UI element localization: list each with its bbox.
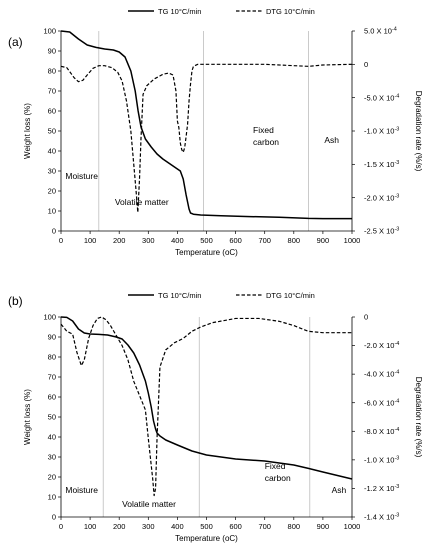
x-tick-label: 700 [258,236,271,245]
x-tick-label: 300 [142,236,155,245]
series-line-dtg [60,63,353,213]
region-annotation: Moisture [65,171,98,181]
y2-tick-label: -1.0 X 10-3 [364,455,399,464]
y2-tick-label: 0 [364,313,368,322]
y-tick-label: 60 [48,393,56,402]
region-annotation: Ash [332,485,347,495]
series-line-tg [60,30,352,220]
legend: TG 10°C/min DTG 10°C/min [128,291,315,300]
y2-tick-label: -1.0 X 10-3 [364,127,399,136]
region-annotation: Fixed [253,125,274,135]
y2-tick-label: -1.4 X 10-3 [364,513,399,522]
legend-entry: TG 10°C/min [158,291,201,300]
y-tick-label: 60 [48,107,56,116]
y-tick-label: 100 [43,27,56,36]
series-line-tg [60,316,353,480]
y-tick-label: 20 [48,187,56,196]
x-tick-label: 200 [113,522,126,531]
legend-entry: TG 10°C/min [158,7,201,16]
y2-tick-label: -6.0 X 10-4 [364,398,399,407]
x-tick-label: 700 [258,522,271,531]
y-tick-label: 90 [48,333,56,342]
y2-tick-label: -8.0 X 10-4 [364,427,399,436]
y2-axis-label: Degradation rate (%/s) [414,377,423,458]
x-tick-label: 300 [142,522,155,531]
y-axis-label: Weight loss (%) [23,103,32,159]
legend-entry: DTG 10°C/min [266,291,315,300]
region-annotation: carbon [253,137,279,147]
y-tick-label: 50 [48,413,56,422]
y-tick-label: 0 [52,227,56,236]
region-annotation: Volatile matter [115,197,169,207]
y-tick-label: 90 [48,47,56,56]
x-tick-label: 1000 [344,522,361,531]
y2-tick-label: -2.0 X 10-3 [364,193,399,202]
x-tick-label: 500 [200,522,213,531]
region-annotation: Fixed [265,461,286,471]
y-tick-label: 10 [48,493,56,502]
x-tick-label: 500 [200,236,213,245]
chart-panel-0: (a)0 100 200 300 400 500 600 700 800 900 100001020… [8,7,423,257]
y-tick-label: 100 [43,313,56,322]
region-annotation: carbon [265,473,291,483]
panel-label: (b) [8,294,23,308]
x-tick-label: 800 [288,522,301,531]
y2-tick-label: -2.0 X 10-4 [364,341,399,350]
y-tick-label: 30 [48,167,56,176]
series-line-dtg [60,316,352,497]
chart-panel-1: (b)0 100 200 300 400 500 600 700 800 900 100001020… [8,291,423,543]
y-tick-label: 30 [48,453,56,462]
x-tick-label: 0 [59,522,63,531]
legend: TG 10°C/min DTG 10°C/min [128,7,315,16]
x-tick-label: 600 [229,236,242,245]
panel-label: (a) [8,35,23,49]
y2-tick-label: -2.5 X 10-3 [364,227,399,236]
x-tick-label: 900 [317,236,330,245]
x-tick-label: 400 [171,236,184,245]
y-tick-label: 70 [48,373,56,382]
y2-tick-label: -1.2 X 10-3 [364,484,399,493]
y-tick-label: 10 [48,207,56,216]
x-tick-label: 400 [171,522,184,531]
y-tick-label: 70 [48,87,56,96]
x-tick-label: 100 [84,236,97,245]
y-tick-label: 40 [48,147,56,156]
x-tick-label: 900 [317,522,330,531]
y-tick-label: 0 [52,513,56,522]
y2-tick-label: -5.0 X 10-4 [364,93,399,102]
y-tick-label: 50 [48,127,56,136]
x-tick-label: 1000 [344,236,361,245]
region-annotation: Ash [324,135,339,145]
x-tick-label: 600 [229,522,242,531]
x-tick-label: 800 [288,236,301,245]
region-annotation: Moisture [65,485,98,495]
y2-tick-label: -1.5 X 10-3 [364,160,399,169]
x-tick-label: 0 [59,236,63,245]
y2-tick-label: -4.0 X 10-4 [364,370,399,379]
y-axis-label: Weight loss (%) [23,389,32,445]
y-tick-label: 40 [48,433,56,442]
y-tick-label: 80 [48,67,56,76]
x-tick-label: 200 [113,236,126,245]
y-tick-label: 20 [48,473,56,482]
legend-entry: DTG 10°C/min [266,7,315,16]
y2-tick-label: 5.0 X 10-4 [364,27,397,36]
x-axis-label: Temperature (oC) [175,534,238,543]
y2-tick-label: 0 [364,60,368,69]
x-tick-label: 100 [84,522,97,531]
x-axis-label: Temperature (oC) [175,248,238,257]
y2-axis-label: Degradation rate (%/s) [414,91,423,172]
y-tick-label: 80 [48,353,56,362]
region-annotation: Volatile matter [122,499,176,509]
